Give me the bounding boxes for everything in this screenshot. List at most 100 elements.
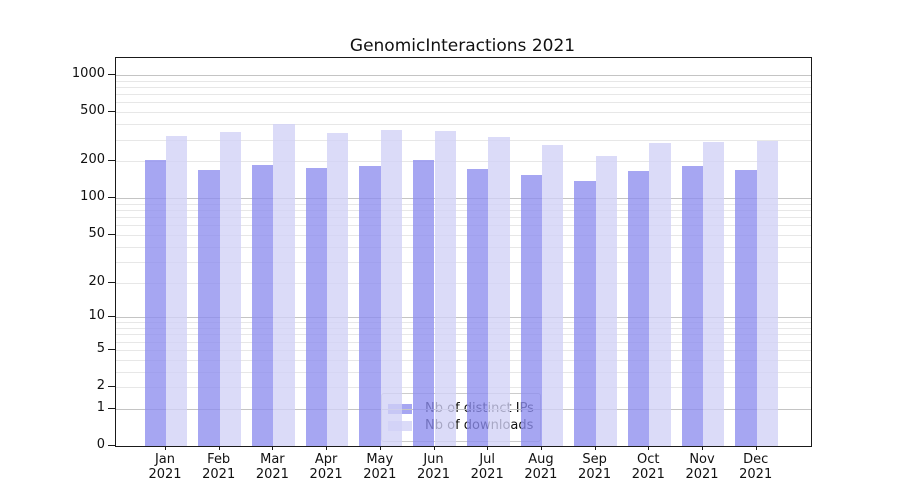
x-tick-label: Jul 2021 [470, 452, 504, 482]
bar-downloads-mar [273, 124, 295, 446]
bar-distinct-ips-feb [198, 169, 220, 446]
bar-distinct-ips-aug [520, 174, 542, 446]
gridline-minor [116, 80, 811, 82]
gridline-minor [116, 210, 811, 212]
plot-area: Nb of distinct IPs Nb of downloads [115, 57, 812, 447]
gridline-minor [116, 328, 811, 329]
y-tick-mark [108, 160, 115, 162]
y-tick-label: 20 [88, 273, 105, 289]
y-tick-mark [108, 316, 115, 318]
gridline-minor [116, 371, 811, 373]
x-tick-label: Apr 2021 [309, 452, 343, 482]
gridline-minor [116, 102, 811, 104]
y-tick-mark [108, 233, 115, 235]
gridline-minor [116, 203, 811, 205]
gridline-minor [116, 282, 811, 284]
gridline-minor [116, 124, 811, 126]
x-tick-mark [272, 446, 274, 450]
bar-downloads-nov [703, 141, 725, 446]
gridline-major [116, 408, 811, 410]
bar-downloads-sep [595, 155, 617, 446]
bar-distinct-ips-oct [627, 170, 650, 446]
y-tick-label: 1000 [71, 65, 105, 81]
bar-downloads-feb [219, 132, 242, 446]
x-tick-mark [433, 446, 435, 450]
x-tick-mark [540, 446, 542, 450]
gridline-minor [116, 234, 811, 236]
y-tick-label: 500 [80, 103, 105, 119]
x-tick-mark [648, 446, 650, 450]
x-tick-mark [165, 446, 166, 450]
gridline-minor [116, 225, 811, 227]
y-tick-mark [108, 73, 115, 75]
x-tick-label: Mar 2021 [255, 452, 289, 482]
x-tick-mark [755, 446, 757, 450]
y-tick-mark [108, 445, 115, 446]
y-tick-mark [108, 111, 115, 113]
gridline-minor [116, 322, 811, 324]
y-tick-mark [108, 407, 115, 409]
gridline-minor [116, 86, 811, 88]
bar-downloads-jul [488, 136, 510, 446]
bar-distinct-ips-apr [305, 168, 328, 446]
x-tick-label: Aug 2021 [524, 452, 558, 482]
gridline-minor [116, 341, 811, 343]
y-tick-mark [108, 197, 115, 199]
bar-downloads-jun [434, 130, 456, 446]
gridline-minor [116, 161, 811, 163]
x-tick-label: May 2021 [363, 452, 397, 482]
x-tick-label: Jan 2021 [148, 452, 182, 482]
bar-downloads-may [380, 129, 403, 446]
bar-downloads-oct [649, 143, 671, 446]
bar-downloads-dec [756, 140, 779, 446]
bar-downloads-aug [541, 145, 564, 446]
x-tick-mark [594, 446, 596, 450]
gridline-minor [116, 261, 811, 263]
y-tick-label: 200 [80, 152, 105, 168]
bar-downloads-jan [166, 136, 188, 446]
y-tick-label: 5 [96, 340, 105, 356]
gridline-minor [116, 139, 811, 141]
gridline-minor [116, 349, 811, 351]
x-tick-mark [487, 446, 489, 450]
bar-distinct-ips-mar [252, 165, 274, 446]
bar-distinct-ips-may [359, 165, 381, 446]
y-tick-label: 100 [80, 189, 105, 205]
chart-title: GenomicInteractions 2021 [349, 36, 576, 56]
gridline-minor [116, 112, 811, 114]
y-tick-label: 1 [96, 399, 105, 415]
bar-distinct-ips-sep [574, 181, 596, 446]
gridline-minor [116, 246, 811, 248]
bar-downloads-apr [327, 132, 349, 446]
gridline-minor [116, 94, 811, 96]
y-tick-mark [108, 348, 115, 350]
bar-distinct-ips-jan [144, 159, 166, 446]
y-tick-label: 10 [88, 308, 105, 324]
bar-distinct-ips-dec [735, 169, 757, 446]
bar-distinct-ips-jul [466, 168, 489, 446]
gridline-major [116, 317, 811, 319]
x-tick-mark [218, 446, 220, 450]
x-tick-label: Dec 2021 [739, 452, 773, 482]
bar-distinct-ips-jun [413, 159, 435, 446]
gridline-minor [116, 359, 811, 361]
gridline-minor [116, 217, 811, 219]
legend-item-downloads: Nb of downloads [388, 417, 533, 434]
x-tick-label: Nov 2021 [685, 452, 719, 482]
y-tick-label: 0 [96, 437, 105, 452]
y-tick-label: 2 [96, 378, 105, 393]
gridline-major [116, 74, 811, 76]
x-tick-mark [702, 446, 703, 450]
x-tick-label: Feb 2021 [202, 452, 236, 482]
x-tick-label: Jun 2021 [416, 452, 451, 482]
legend: Nb of distinct IPs Nb of downloads [381, 393, 541, 442]
x-tick-mark [379, 446, 381, 450]
y-tick-mark [108, 281, 115, 283]
x-tick-label: Sep 2021 [578, 452, 612, 482]
y-tick-label: 50 [88, 225, 105, 241]
x-tick-mark [326, 446, 328, 450]
x-tick-label: Oct 2021 [631, 452, 665, 482]
gridline-major [116, 198, 811, 200]
bar-distinct-ips-nov [681, 165, 703, 446]
